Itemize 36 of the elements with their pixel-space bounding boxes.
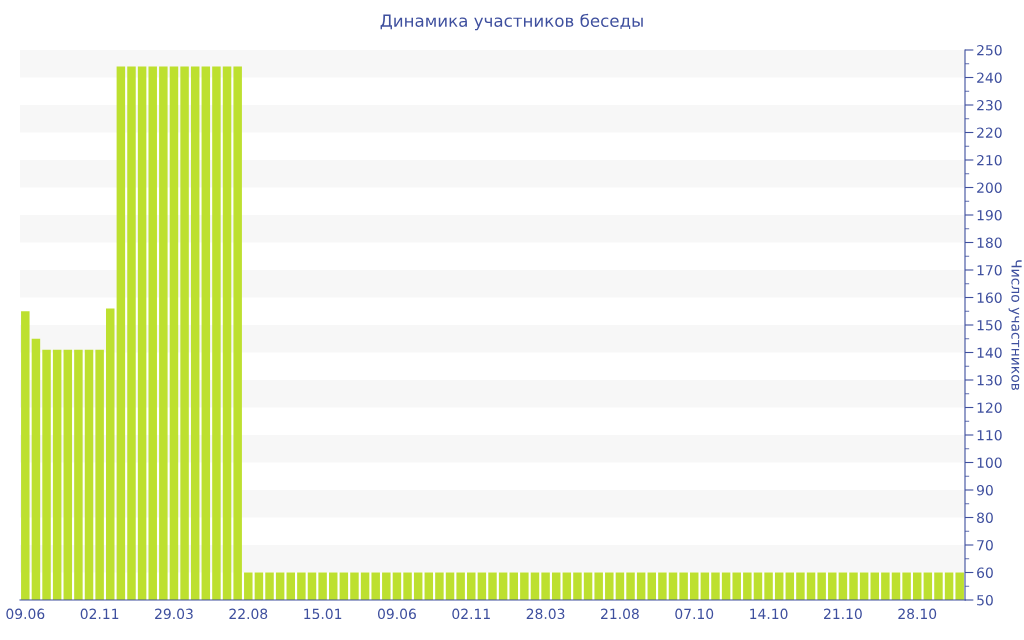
- chart-title: Динамика участников беседы: [380, 13, 643, 31]
- y-tick-label: 90: [976, 484, 993, 496]
- y-tick-label: 60: [977, 567, 993, 578]
- y-tick-label: 230: [977, 99, 1002, 111]
- y-tick-label: 150: [977, 319, 1002, 331]
- y-tick-label: 100: [977, 457, 1002, 468]
- y-tick-label: 250: [977, 44, 1002, 56]
- x-tick-label: 21.10: [824, 608, 862, 620]
- y-tick-label: 110: [977, 429, 1002, 441]
- y-tick-label: 190: [977, 209, 1002, 221]
- y-tick-label: 170: [977, 264, 1002, 276]
- x-tick-label: 28.10: [898, 608, 937, 620]
- x-tick-label: 09.06: [377, 608, 416, 620]
- y-tick-label: 130: [977, 374, 1002, 386]
- y-tick-label: 160: [977, 292, 1002, 303]
- x-tick-label: 09.06: [6, 608, 45, 620]
- x-tick-label: 02.11: [452, 608, 490, 620]
- y-tick-label: 80: [977, 512, 993, 523]
- x-tick-label: 21.08: [601, 608, 639, 620]
- x-tick-label: 29.03: [155, 608, 193, 620]
- x-tick-label: 02.11: [80, 608, 119, 620]
- x-tick-label: 07.10: [675, 608, 714, 620]
- y-axis-title: Число участников: [1008, 260, 1022, 391]
- y-tick-label: 200: [977, 182, 1002, 193]
- y-tick-label: 70: [977, 539, 993, 551]
- x-tick-label: 28.03: [526, 608, 565, 620]
- y-tick-label: 180: [977, 237, 1002, 248]
- x-tick-label: 15.01: [304, 608, 342, 620]
- y-tick-label: 240: [977, 72, 1002, 83]
- y-tick-label: 210: [977, 154, 1002, 166]
- y-tick-label: 120: [977, 402, 1002, 413]
- y-tick-label: 50: [977, 594, 993, 606]
- y-tick-label: 220: [977, 127, 1002, 138]
- x-tick-label: 14.10: [750, 608, 788, 620]
- x-tick-label: 22.08: [229, 608, 268, 620]
- y-tick-label: 140: [977, 347, 1002, 358]
